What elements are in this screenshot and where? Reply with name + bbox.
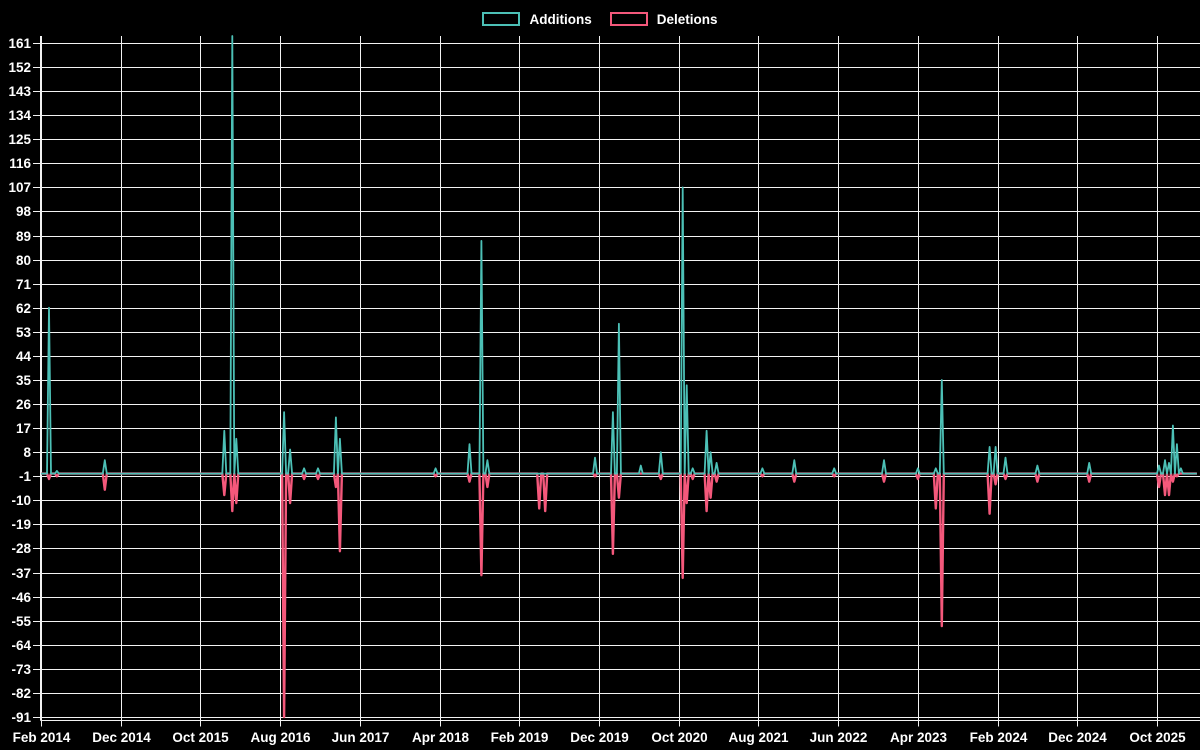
y-tick-label: -73 (11, 662, 31, 677)
y-tick-label: 125 (8, 132, 31, 147)
y-tick-label: -82 (11, 686, 31, 701)
y-tick-label: 107 (8, 180, 31, 195)
y-tick-label: -55 (11, 614, 31, 629)
y-tick-label: 71 (16, 277, 32, 292)
x-tick-label: Dec 2024 (1048, 730, 1107, 745)
y-tick-label: -64 (11, 638, 31, 653)
additions-line (41, 35, 1197, 475)
y-tick-label: 116 (9, 156, 31, 171)
x-tick-label: Dec 2019 (570, 730, 629, 745)
additions-legend-label: Additions (529, 11, 592, 27)
deletions-swatch (609, 12, 648, 26)
y-tick-label: 161 (8, 36, 31, 51)
y-tick-label: 98 (16, 204, 32, 219)
x-tick-label: Apr 2018 (412, 730, 470, 745)
x-tick-label: Oct 2015 (172, 730, 229, 745)
x-tick-label: Oct 2025 (1129, 730, 1186, 745)
legend-item-deletions[interactable]: Deletions (609, 11, 718, 27)
y-tick-label: 89 (16, 229, 31, 244)
y-tick-label: -1 (19, 469, 31, 484)
x-tick-label: Dec 2014 (92, 730, 151, 745)
chart-legend: Additions Deletions (0, 8, 1200, 30)
x-tick-label: Aug 2016 (250, 730, 311, 745)
y-tick-label: 26 (16, 397, 32, 412)
x-tick-label: Feb 2019 (491, 730, 549, 745)
y-tick-label: 35 (16, 373, 32, 388)
y-tick-label: 44 (16, 349, 32, 364)
additions-swatch (482, 12, 521, 26)
y-tick-label: 53 (16, 325, 32, 340)
legend-item-additions[interactable]: Additions (482, 11, 592, 27)
y-tick-label: -37 (11, 566, 31, 581)
x-tick-label: Feb 2024 (970, 730, 1028, 745)
deletions-line (41, 472, 1197, 719)
x-tick-label: Aug 2021 (728, 730, 789, 745)
x-tick-label: Jun 2022 (810, 730, 868, 745)
y-tick-label: -91 (11, 710, 31, 725)
y-tick-label: 134 (8, 108, 31, 123)
deletions-legend-label: Deletions (656, 11, 718, 27)
y-tick-label: 8 (23, 445, 31, 460)
x-tick-label: Feb 2014 (13, 730, 71, 745)
y-tick-label: 62 (16, 301, 31, 316)
y-tick-label: -19 (11, 517, 31, 532)
y-tick-label: 17 (16, 421, 31, 436)
x-tick-label: Oct 2020 (651, 730, 707, 745)
y-tick-label: -46 (11, 590, 31, 605)
y-tick-label: -10 (11, 493, 31, 508)
x-tick-label: Apr 2023 (890, 730, 948, 745)
y-tick-label: -28 (11, 541, 31, 556)
x-tick-label: Jun 2017 (332, 730, 390, 745)
y-tick-label: 152 (8, 60, 31, 75)
y-tick-label: 80 (16, 253, 31, 268)
y-tick-label: 143 (8, 84, 31, 99)
